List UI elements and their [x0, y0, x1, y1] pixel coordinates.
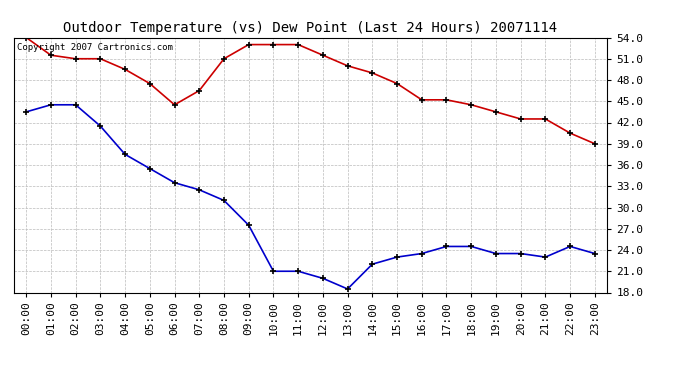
- Title: Outdoor Temperature (vs) Dew Point (Last 24 Hours) 20071114: Outdoor Temperature (vs) Dew Point (Last…: [63, 21, 558, 35]
- Text: Copyright 2007 Cartronics.com: Copyright 2007 Cartronics.com: [17, 43, 172, 52]
